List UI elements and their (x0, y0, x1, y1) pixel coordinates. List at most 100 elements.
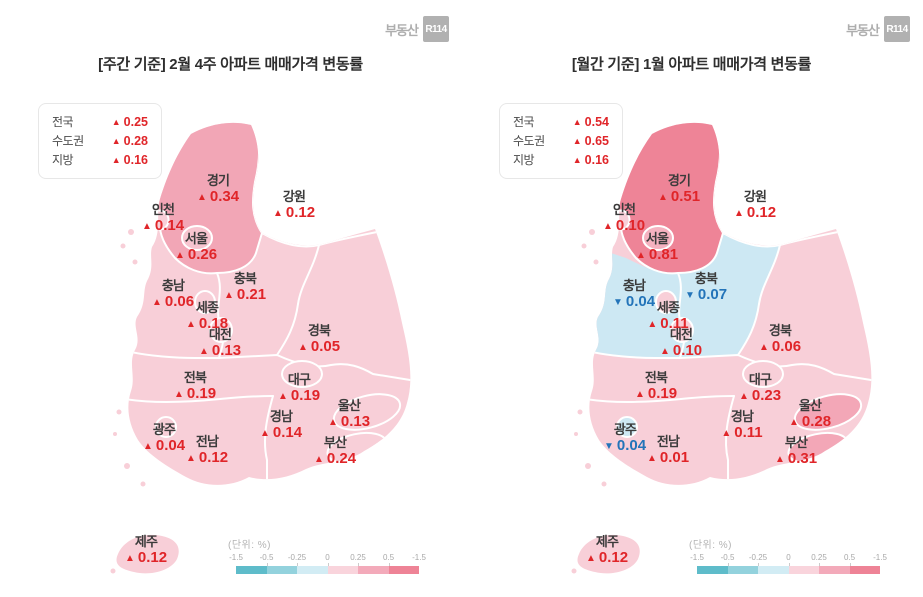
region-daejeon (209, 317, 233, 343)
brand-logo-text: 부동산 (846, 22, 880, 38)
color-scale-legend: (단위: %) -1.5 -0.5 -0.25 0 0.25 0.5 -1.5 (228, 534, 426, 576)
region-daejeon (670, 317, 694, 343)
up-triangle-icon: ▲ (572, 136, 582, 146)
up-triangle-icon: ▲ (196, 191, 207, 203)
scale-tick: -1.5 (690, 553, 704, 562)
up-triangle-icon: ▲ (198, 345, 209, 357)
region-label-jeonbuk: 전북 ▲ 0.19 (634, 370, 678, 403)
up-triangle-icon: ▲ (659, 345, 670, 357)
region-sejong (655, 290, 677, 314)
up-triangle-icon: ▲ (635, 249, 646, 261)
scale-tick: 0.5 (382, 553, 395, 562)
down-triangle-icon: ▼ (603, 440, 614, 452)
region-daegu (742, 360, 784, 388)
region-daegu (281, 360, 323, 388)
summary-box-monthly: 전국 ▲ 0.54 수도권 ▲ 0.65 지방 ▲ 0.16 (499, 103, 623, 179)
region-label-ulsan: 울산 ▲ 0.28 (788, 398, 832, 431)
down-triangle-icon: ▼ (684, 289, 695, 301)
summary-row-provinces: 지방 ▲ 0.16 (52, 153, 148, 167)
region-label-jeju: 제주 ▲ 0.12 (585, 534, 629, 567)
brand-logo-text: 부동산 (385, 22, 419, 38)
up-triangle-icon: ▲ (738, 390, 749, 402)
region-label-sejong: 세종 ▲ 0.11 (647, 300, 689, 333)
up-triangle-icon: ▲ (151, 296, 162, 308)
scale-tick: 0.5 (843, 553, 856, 562)
region-label-ulsan: 울산 ▲ 0.13 (327, 398, 371, 431)
up-triangle-icon: ▲ (646, 452, 657, 464)
up-triangle-icon: ▲ (647, 318, 658, 330)
region-sejong (194, 290, 216, 314)
scale-tick: -1.5 (873, 553, 887, 562)
up-triangle-icon: ▲ (174, 249, 185, 261)
region-label-gwangju: 광주 ▲ 0.04 (142, 422, 186, 455)
up-triangle-icon: ▲ (758, 341, 769, 353)
scale-tick: 0.25 (811, 553, 827, 562)
scale-tick: -0.25 (287, 553, 307, 562)
region-label-sejong: 세종 ▲ 0.18 (185, 300, 229, 333)
panel-title-monthly: [월간 기준] 1월 아파트 매매가격 변동률 (571, 56, 812, 73)
jeju-island-svg (110, 534, 179, 574)
brand-logo: 부동산 R114 (846, 16, 910, 42)
up-triangle-icon: ▲ (111, 117, 121, 127)
region-label-jeonnam: 전남 ▲ 0.12 (185, 434, 229, 467)
scale-tick: 0.25 (350, 553, 366, 562)
region-label-seoul: 서울 ▲ 0.26 (174, 231, 218, 264)
color-scale-bar (236, 566, 419, 574)
up-triangle-icon: ▲ (111, 155, 121, 165)
region-label-gwangju: 광주 ▼ 0.04 (603, 422, 647, 455)
region-label-jeonbuk: 전북 ▲ 0.19 (173, 370, 217, 403)
region-chungcheong-cool-zone (589, 233, 780, 358)
up-triangle-icon: ▲ (585, 552, 596, 564)
scale-tick: -0.25 (748, 553, 768, 562)
region-label-incheon: 인천 ▲ 0.14 (141, 202, 185, 235)
region-label-daegu: 대구 ▲ 0.23 (738, 372, 782, 405)
region-label-jeju: 제주 ▲ 0.12 (124, 534, 168, 567)
region-label-jeonnam: 전남 ▲ 0.01 (646, 434, 690, 467)
scale-tick: -1.5 (229, 553, 243, 562)
region-label-gyeongnam: 경남 ▲ 0.11 (721, 409, 763, 442)
up-triangle-icon: ▲ (259, 427, 270, 439)
up-triangle-icon: ▲ (572, 117, 582, 127)
region-gwangju (155, 416, 177, 438)
region-label-gyeongbuk: 경북 ▲ 0.06 (758, 323, 802, 356)
up-triangle-icon: ▲ (297, 341, 308, 353)
up-triangle-icon: ▲ (173, 388, 184, 400)
region-label-gyeonggi: 경기 ▲ 0.34 (196, 173, 240, 206)
up-triangle-icon: ▲ (657, 191, 668, 203)
summary-row-national: 전국 ▲ 0.25 (52, 115, 148, 129)
up-triangle-icon: ▲ (788, 416, 799, 428)
region-label-daegu: 대구 ▲ 0.19 (277, 372, 321, 405)
brand-logo: 부동산 R114 (385, 16, 449, 42)
up-triangle-icon: ▲ (124, 552, 135, 564)
scale-tick: 0 (325, 553, 330, 562)
up-triangle-icon: ▲ (185, 452, 196, 464)
region-label-chungnam: 충남 ▼ 0.04 (612, 278, 656, 311)
region-gwangju (616, 416, 638, 438)
region-label-gangwon: 강원 ▲ 0.12 (272, 189, 316, 222)
region-label-daejeon: 대전 ▲ 0.10 (659, 327, 703, 360)
jeju-island-svg (571, 534, 640, 574)
korea-map-svg (113, 122, 411, 487)
up-triangle-icon: ▲ (602, 220, 613, 232)
brand-logo-badge: R114 (884, 16, 910, 42)
up-triangle-icon: ▲ (277, 390, 288, 402)
up-triangle-icon: ▲ (327, 416, 338, 428)
scale-tick: 0 (786, 553, 791, 562)
up-triangle-icon: ▲ (185, 318, 196, 330)
korea-map-svg (574, 122, 872, 487)
down-triangle-icon: ▼ (612, 296, 623, 308)
up-triangle-icon: ▲ (313, 453, 324, 465)
up-triangle-icon: ▲ (111, 136, 121, 146)
up-triangle-icon: ▲ (721, 427, 732, 439)
scale-tick: -0.5 (259, 553, 274, 562)
summary-row-metro: 수도권 ▲ 0.65 (513, 134, 609, 148)
up-triangle-icon: ▲ (272, 207, 283, 219)
summary-row-national: 전국 ▲ 0.54 (513, 115, 609, 129)
up-triangle-icon: ▲ (634, 388, 645, 400)
summary-row-provinces: 지방 ▲ 0.16 (513, 153, 609, 167)
region-label-seoul: 서울 ▲ 0.81 (635, 231, 679, 264)
panel-weekly: 부동산 R114 [주간 기준] 2월 4주 아파트 매매가격 변동률 전국 ▲… (0, 0, 461, 597)
region-ulsan (332, 393, 402, 431)
region-label-gyeongnam: 경남 ▲ 0.14 (259, 409, 303, 442)
summary-box-weekly: 전국 ▲ 0.25 수도권 ▲ 0.28 지방 ▲ 0.16 (38, 103, 162, 179)
